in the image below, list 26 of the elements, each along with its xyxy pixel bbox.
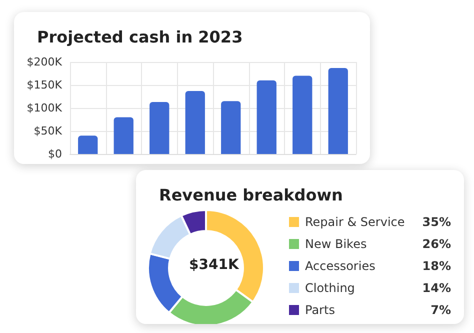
bar bbox=[114, 117, 134, 154]
bar bbox=[292, 76, 312, 154]
data-label: 26% bbox=[422, 237, 451, 251]
legend-label: Parts bbox=[305, 303, 335, 317]
chart-title: Projected cash in 2023 bbox=[37, 28, 243, 46]
bar bbox=[150, 102, 170, 154]
text: $341K bbox=[188, 257, 240, 273]
legend-label: Accessories bbox=[305, 259, 376, 273]
bar bbox=[185, 90, 205, 154]
bar bbox=[256, 80, 276, 154]
legend-label: New Bikes bbox=[305, 237, 367, 251]
bar bbox=[328, 68, 348, 154]
y-tick-label: $50K bbox=[34, 124, 63, 138]
data-label: 14% bbox=[422, 281, 451, 295]
legend-label: Repair & Service bbox=[305, 215, 405, 229]
data-label: 35% bbox=[422, 215, 451, 229]
text: Revenue breakdown bbox=[159, 186, 343, 204]
bar bbox=[78, 136, 98, 154]
legend-label: Clothing bbox=[305, 281, 355, 295]
bar bbox=[221, 101, 241, 154]
data-label: 7% bbox=[430, 303, 451, 317]
data-label: 18% bbox=[422, 259, 451, 273]
y-tick-label: $100K bbox=[26, 102, 63, 114]
y-tick-label: $150K bbox=[26, 78, 63, 92]
y-tick-label: $0 bbox=[48, 148, 62, 160]
y-tick-label: $200K bbox=[26, 56, 63, 68]
